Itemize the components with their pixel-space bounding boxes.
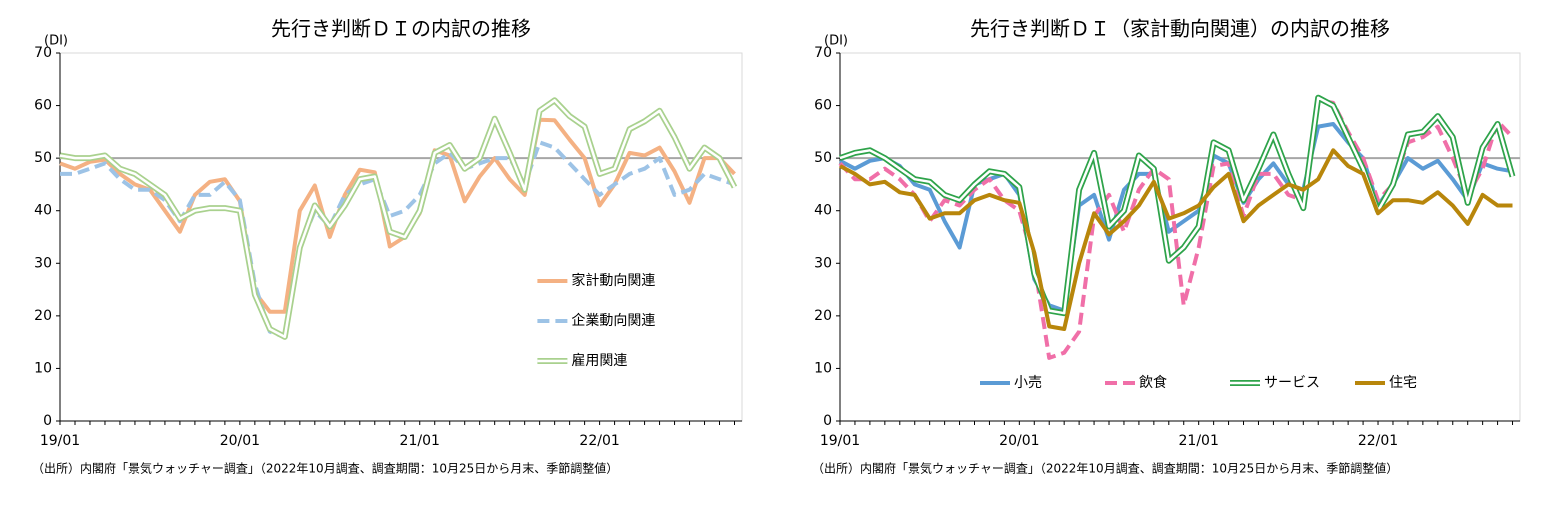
legend-label: 飲食	[1139, 374, 1167, 391]
y-tick-label: 30	[814, 255, 832, 271]
y-tick-label: 60	[814, 98, 832, 114]
y-tick-label: 50	[34, 150, 52, 166]
x-tick-label: 20/01	[220, 433, 260, 449]
legend-label: 企業動向関連	[571, 312, 655, 329]
legend-label: サービス	[1264, 375, 1320, 391]
x-tick-label: 22/01	[1358, 433, 1398, 449]
x-tick-label: 20/01	[999, 433, 1039, 449]
legend-label: 家計動向関連	[571, 272, 655, 289]
y-tick-label: 10	[34, 360, 52, 376]
chart: 先行き判断ＤＩの内訳の推移 (DI) 0 10 20 30 40 50 60 70 19/01 20/…	[32, 17, 743, 476]
series-line-inner	[839, 96, 1514, 315]
y-tick-label: 50	[814, 150, 832, 166]
source-note: （出所）内閣府「景気ウォッチャー調査」（2022年10月調査、調査期間：10月2…	[32, 461, 618, 476]
x-tick-label: 22/01	[579, 433, 619, 449]
series-line	[59, 97, 738, 340]
y-tick-label: 20	[34, 308, 52, 324]
series-line-inner	[59, 99, 736, 339]
source-note: （出所）内閣府「景気ウォッチャー調査」（2022年10月調査、調査期間：10月2…	[812, 461, 1398, 476]
y-tick-label: 70	[814, 45, 832, 61]
y-unit: (DI)	[44, 34, 68, 49]
y-tick-label: 10	[814, 360, 832, 376]
series-line	[59, 117, 736, 314]
legend-label: 住宅	[1389, 375, 1417, 391]
y-tick-label: 40	[34, 203, 52, 219]
x-tick-label: 19/01	[40, 433, 80, 449]
chart: 先行き判断ＤＩ（家計動向関連）の内訳の推移 (DI) 0 10 20 30 40 50 60 70…	[812, 17, 1521, 476]
plot-frame	[839, 52, 1521, 422]
y-tick-label: 70	[34, 45, 52, 61]
x-tick-label: 21/01	[1179, 433, 1219, 449]
y-tick-label: 0	[43, 413, 52, 429]
x-tick-label: 21/01	[400, 433, 440, 449]
y-tick-label: 40	[814, 203, 832, 219]
series-line	[838, 98, 1514, 360]
x-tick-label: 19/01	[820, 433, 860, 449]
chart-title: 先行き判断ＤＩの内訳の推移	[271, 17, 531, 41]
y-tick-label: 0	[823, 413, 832, 429]
chart-title: 先行き判断ＤＩ（家計動向関連）の内訳の推移	[970, 17, 1390, 41]
y-tick-label: 20	[814, 308, 832, 324]
y-unit: (DI)	[824, 34, 848, 49]
legend-label: 小売	[1014, 375, 1042, 391]
legend-label: 雇用関連	[571, 352, 627, 369]
y-tick-label: 30	[34, 255, 52, 271]
series-line	[839, 148, 1513, 331]
y-tick-label: 60	[34, 98, 52, 114]
